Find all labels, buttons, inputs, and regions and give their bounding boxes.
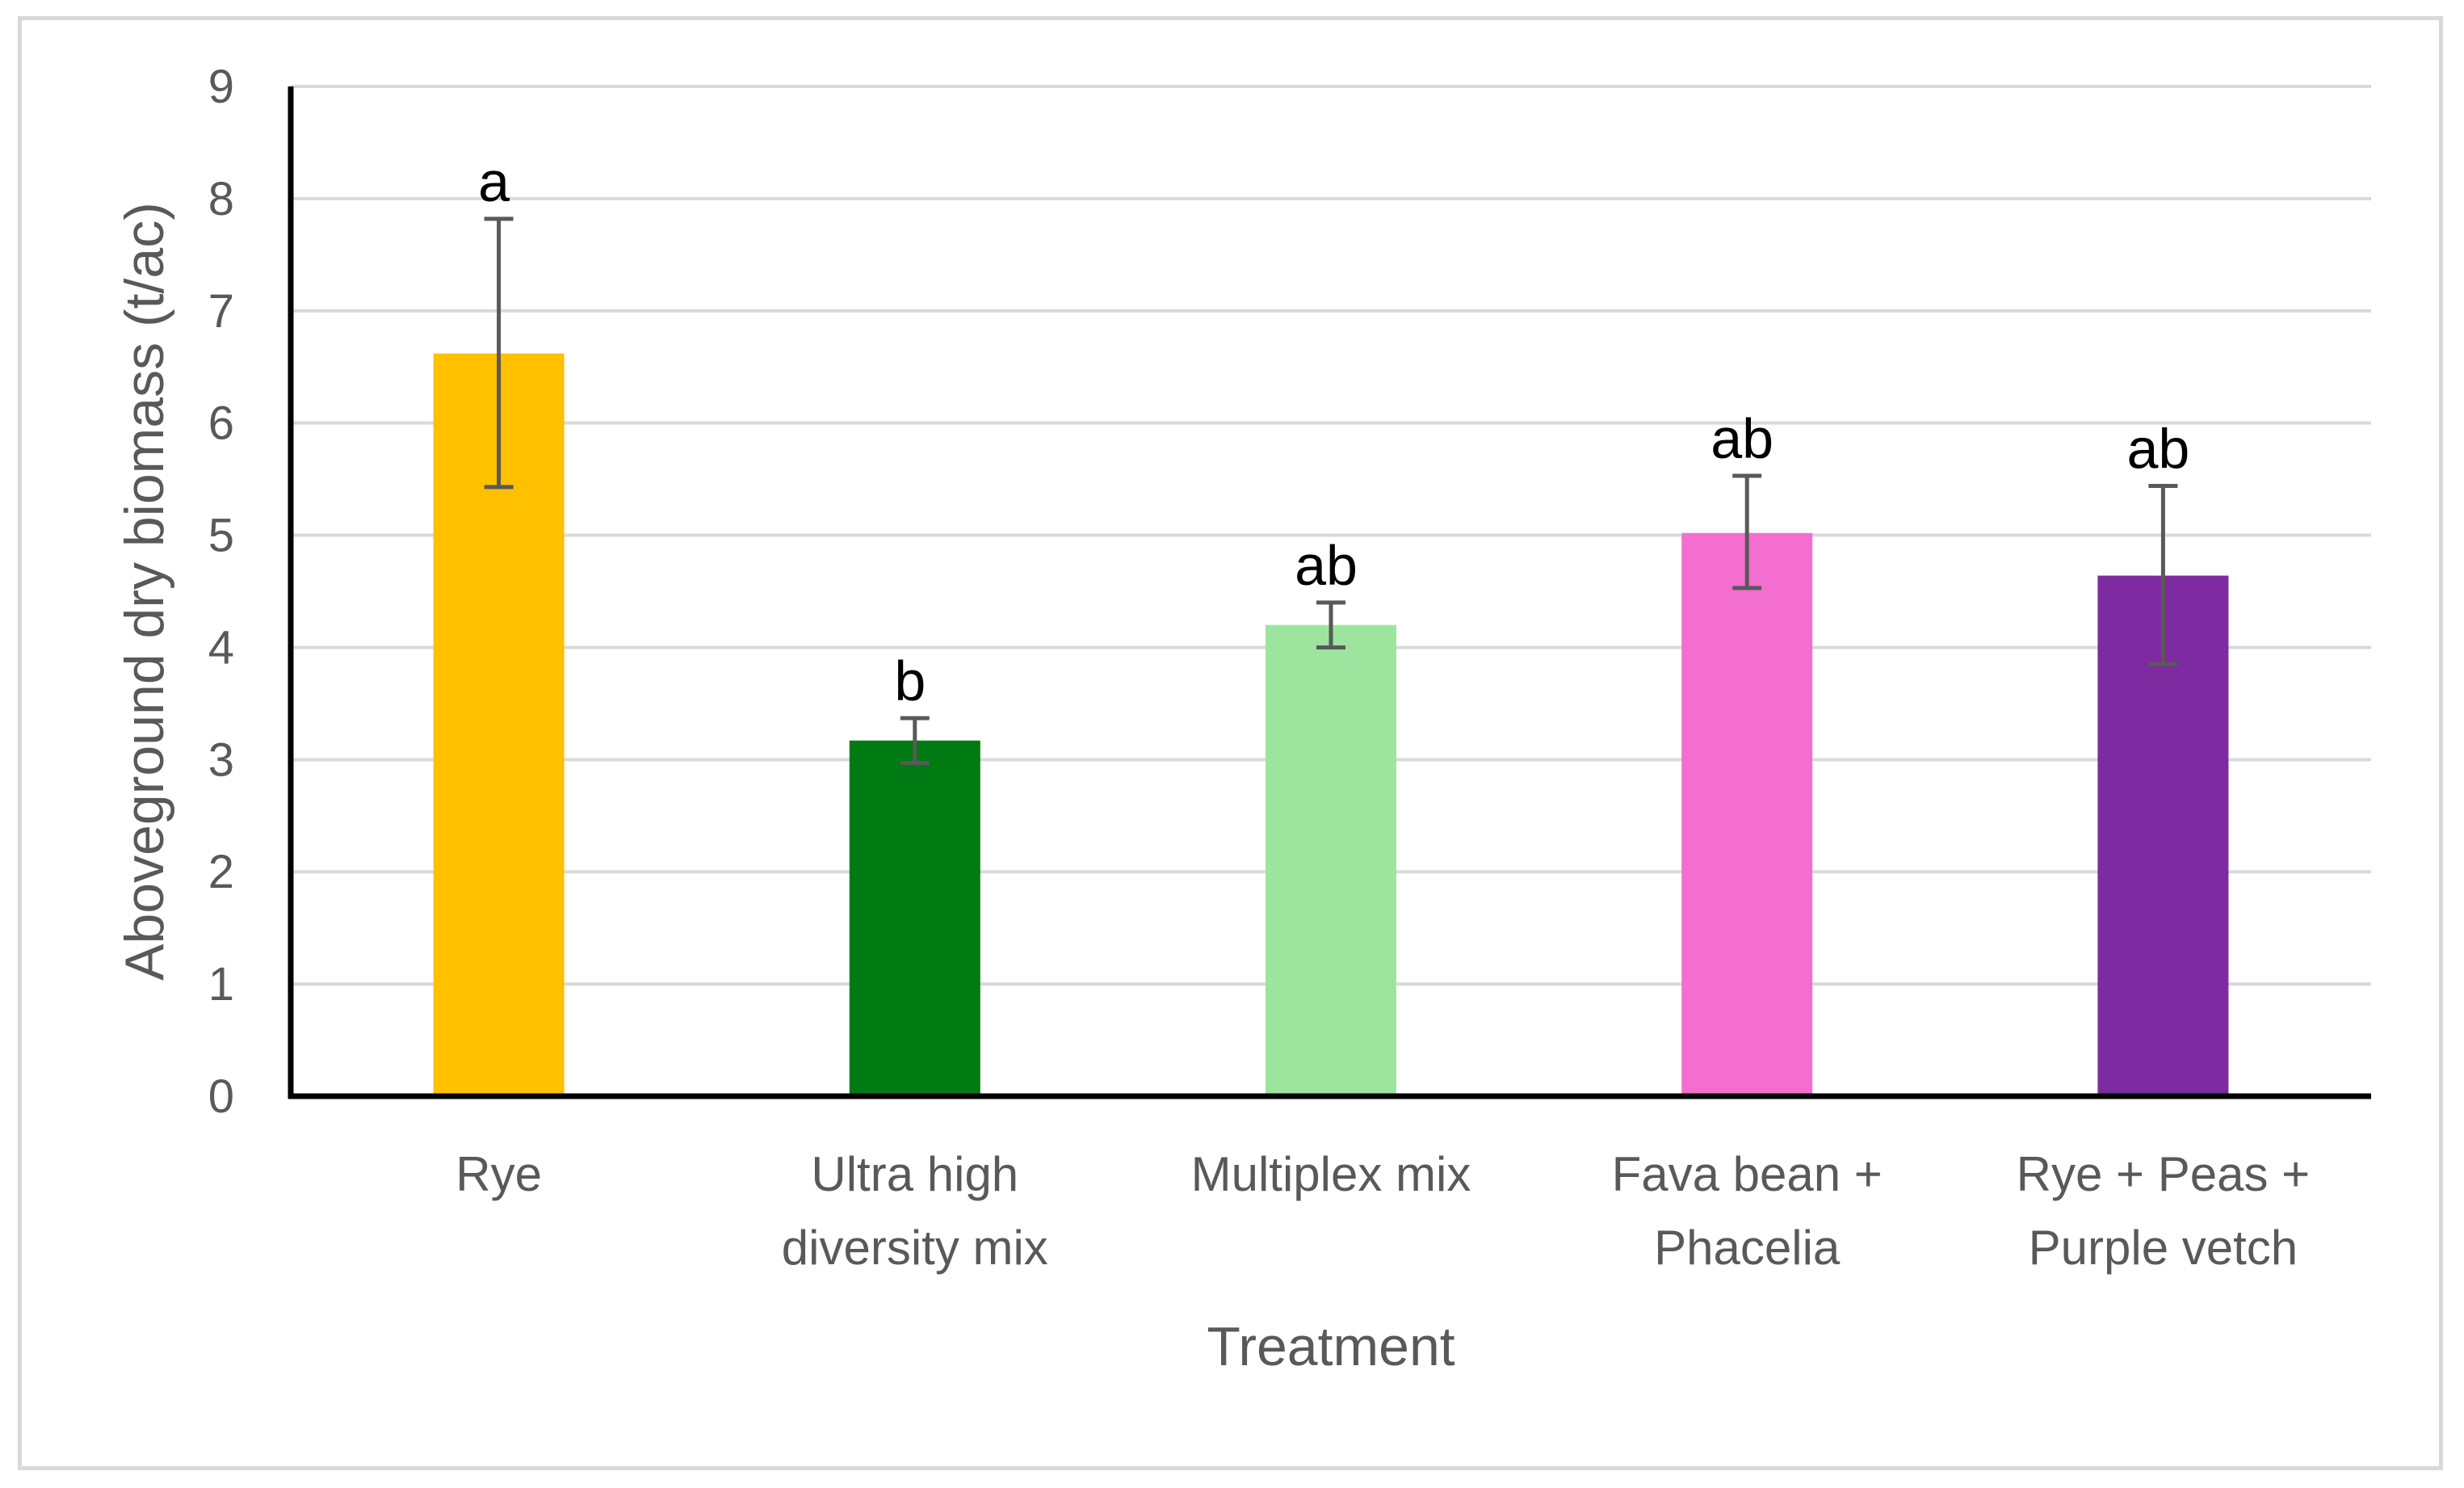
y-tick-label-3: 3 — [208, 733, 234, 786]
x-axis-title: Treatment — [1207, 1316, 1454, 1377]
x-tick-label-4: Fava bean + Phacelia — [1612, 1147, 1883, 1275]
y-tick-label-8: 8 — [208, 173, 234, 225]
axes — [288, 86, 2371, 1099]
y-tick-labels: 0 1 2 3 4 5 6 7 8 9 — [208, 61, 234, 1123]
bars — [433, 353, 2229, 1096]
x-tick-label-3: Multiplex mix — [1191, 1147, 1471, 1201]
significance-letter-4: ab — [1711, 407, 1773, 470]
y-tick-label-4: 4 — [208, 621, 234, 674]
error-bar-3 — [1316, 600, 1345, 649]
significance-letter-3: ab — [1295, 534, 1358, 597]
y-tick-label-5: 5 — [208, 510, 234, 562]
error-bars — [484, 216, 2178, 765]
error-bar-4 — [1732, 473, 1762, 591]
x-tick-label-2: Ultra high diversity mix — [782, 1147, 1048, 1275]
error-bar-2 — [900, 716, 930, 765]
x-tick-labels: Rye Ultra high diversity mix Multiplex mix F… — [455, 1147, 2310, 1275]
x-tick-label-1: Rye — [455, 1147, 542, 1201]
bar-3 — [1266, 624, 1396, 1096]
chart-frame — [18, 16, 2443, 1470]
gridlines — [291, 85, 2371, 986]
error-bar-1 — [484, 216, 514, 490]
bar-4 — [1681, 532, 1813, 1096]
y-tick-label-1: 1 — [208, 958, 234, 1011]
significance-letter-2: b — [894, 649, 926, 712]
y-tick-label-7: 7 — [208, 285, 234, 338]
y-tick-label-0: 0 — [208, 1070, 234, 1123]
error-bar-5 — [2148, 483, 2178, 666]
significance-letter-1: a — [478, 150, 510, 213]
significance-letter-5: ab — [2126, 417, 2189, 480]
y-tick-label-6: 6 — [208, 397, 234, 450]
y-axis-title: Aboveground dry biomass (t/ac) — [114, 202, 175, 981]
bar-2 — [849, 740, 980, 1096]
y-tick-label-9: 9 — [208, 61, 234, 113]
x-tick-label-5: Rye + Peas + Purple vetch — [2017, 1147, 2311, 1275]
y-tick-label-2: 2 — [208, 846, 234, 898]
